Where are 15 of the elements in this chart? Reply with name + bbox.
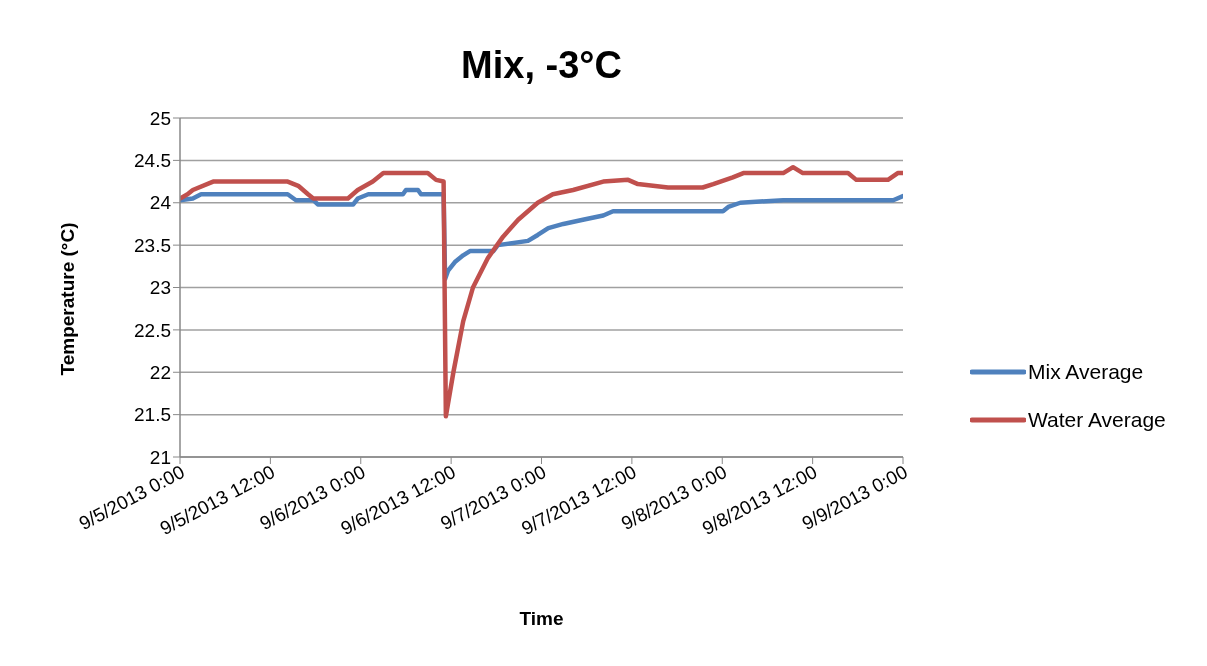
x-axis-title: Time <box>518 608 565 630</box>
legend-label: Water Average <box>1028 408 1166 432</box>
y-axis-title: Temperature (°C) <box>57 222 79 376</box>
y-tick-label: 21 <box>149 446 171 468</box>
y-tick-label: 23.5 <box>134 234 171 256</box>
y-tick-label: 24.5 <box>134 150 171 172</box>
y-tick-label: 22.5 <box>134 319 171 341</box>
chart-title: Mix, -3°C <box>460 44 623 87</box>
y-tick-label: 23 <box>149 277 171 299</box>
line-series <box>180 164 903 419</box>
y-tick-label: 24 <box>149 192 172 214</box>
y-tick-label: 21.5 <box>134 404 171 426</box>
legend-label: Mix Average <box>1028 360 1144 384</box>
y-tick-label: 22 <box>149 361 171 383</box>
y-tick-label: 25 <box>149 107 171 129</box>
